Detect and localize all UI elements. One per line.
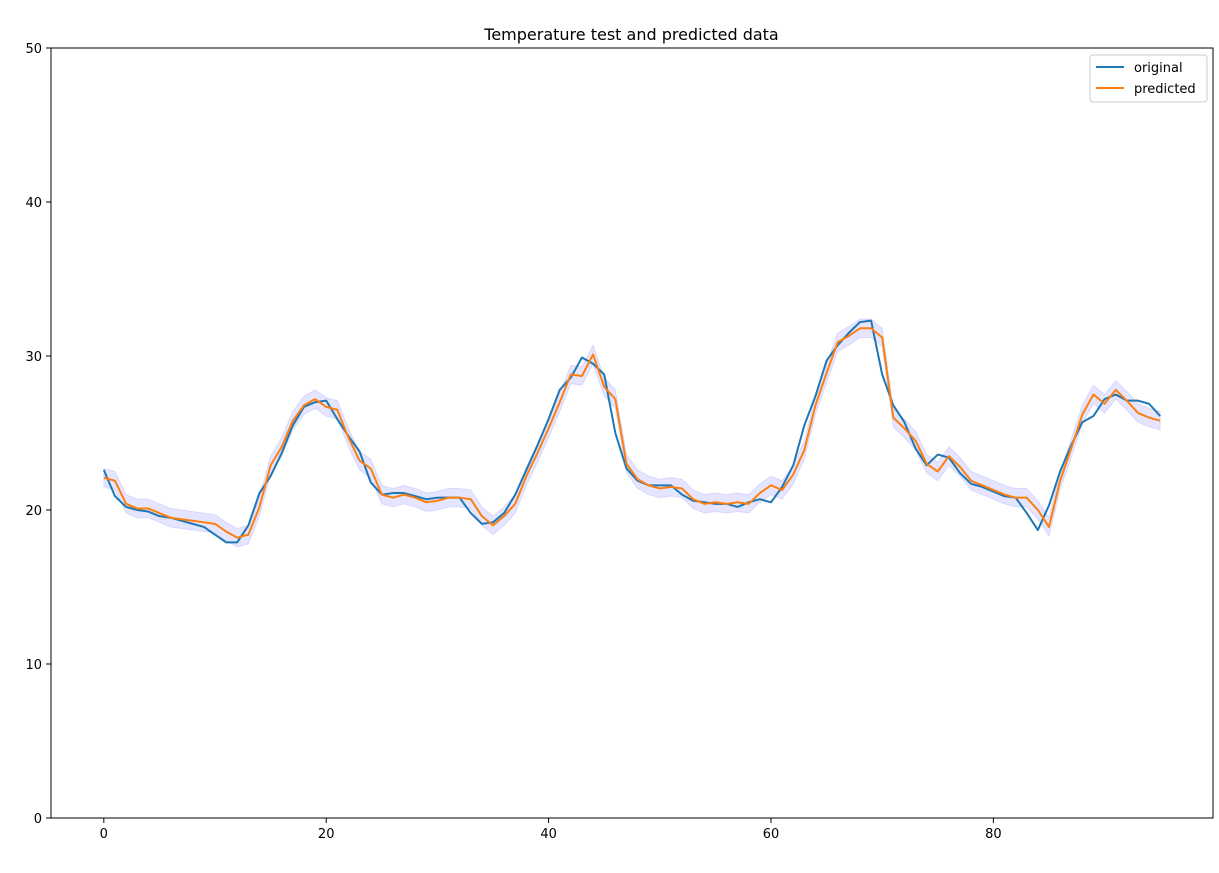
series-line-predicted xyxy=(103,327,1161,539)
predicted-confidence-band xyxy=(103,318,1161,548)
y-tick-label-20: 20 xyxy=(25,504,42,519)
x-axis: 0 20 40 60 80 xyxy=(100,818,1002,842)
y-axis: 0 10 20 30 40 50 xyxy=(25,42,51,827)
plot-frame xyxy=(50,47,1214,819)
chart-title: Temperature test and predicted data xyxy=(483,25,778,44)
legend-label-predicted: predicted xyxy=(1134,82,1196,97)
series-layer xyxy=(102,319,1161,544)
series-line-original xyxy=(102,319,1161,544)
y-tick-label-40: 40 xyxy=(25,196,42,211)
y-tick-label-10: 10 xyxy=(25,658,42,673)
x-tick-label-40: 40 xyxy=(540,827,557,842)
legend: original predicted xyxy=(1089,54,1208,103)
y-tick-label-0: 0 xyxy=(34,812,42,827)
x-tick-label-20: 20 xyxy=(318,827,335,842)
legend-label-original: original xyxy=(1134,61,1183,76)
y-tick-label-30: 30 xyxy=(25,350,42,365)
confidence-band-layer xyxy=(103,318,1161,548)
x-tick-label-60: 60 xyxy=(763,827,780,842)
y-tick-label-50: 50 xyxy=(25,42,42,57)
x-tick-label-80: 80 xyxy=(985,827,1002,842)
x-tick-label-0: 0 xyxy=(100,827,108,842)
